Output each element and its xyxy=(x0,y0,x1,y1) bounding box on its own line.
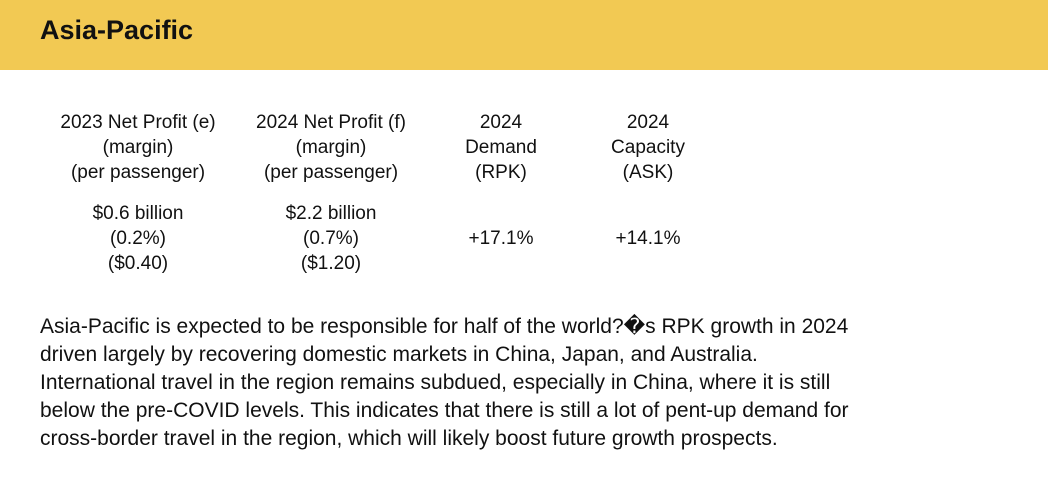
section-header: Asia-Pacific xyxy=(0,0,1048,70)
stat-value: $2.2 billion (0.7%) ($1.20) xyxy=(285,203,377,274)
stat-label: 2023 Net Profit (e) (margin) (per passen… xyxy=(60,112,216,183)
stat-capacity-2024: 2024 Capacity (ASK) +14.1% xyxy=(583,110,713,249)
stat-net-profit-2024: 2024 Net Profit (f) (margin) (per passen… xyxy=(233,110,429,274)
body-paragraph: Asia-Pacific is expected to be responsib… xyxy=(40,315,849,450)
stat-label: 2024 Demand (RPK) xyxy=(465,112,537,183)
stat-label: 2024 Capacity (ASK) xyxy=(611,112,685,183)
stat-value: $0.6 billion (0.2%) ($0.40) xyxy=(92,203,184,274)
section-title: Asia-Pacific xyxy=(40,15,194,45)
stat-demand-2024: 2024 Demand (RPK) +17.1% xyxy=(436,110,566,249)
stat-value: +17.1% xyxy=(468,228,534,249)
stat-label: 2024 Net Profit (f) (margin) (per passen… xyxy=(256,112,406,183)
stat-net-profit-2023: 2023 Net Profit (e) (margin) (per passen… xyxy=(38,110,238,274)
stat-value: +14.1% xyxy=(615,228,681,249)
